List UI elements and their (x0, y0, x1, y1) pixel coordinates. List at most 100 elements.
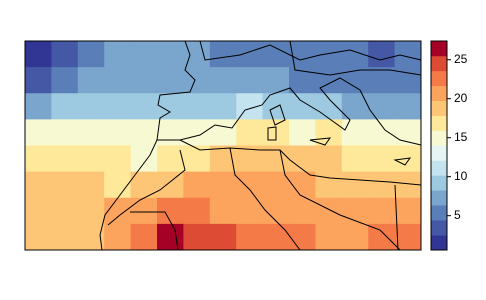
cell (341, 41, 369, 68)
cell (157, 171, 184, 199)
border (289, 40, 422, 76)
cell (289, 171, 316, 199)
cell (104, 67, 132, 94)
colorbar-band (431, 145, 447, 161)
cell (157, 223, 184, 251)
cell (315, 223, 343, 251)
cell (77, 119, 105, 146)
cell (394, 93, 422, 120)
cell (209, 41, 237, 68)
tick-label: 5 (454, 208, 461, 222)
border (394, 184, 399, 251)
cell (104, 171, 132, 199)
colorbar-band (431, 55, 447, 72)
cell (289, 223, 316, 251)
border (199, 40, 422, 61)
cell (130, 93, 158, 120)
cell (25, 145, 52, 173)
coastline (99, 139, 158, 251)
border (279, 149, 401, 251)
island (309, 137, 332, 146)
coastline (179, 139, 422, 186)
island (269, 104, 286, 126)
cell (130, 145, 158, 173)
cell (209, 119, 237, 146)
cell (315, 119, 343, 146)
cell (341, 67, 369, 94)
cell (25, 223, 52, 251)
colorbar-band (431, 175, 447, 191)
cell (262, 145, 290, 173)
cell (130, 41, 158, 68)
cell (315, 145, 343, 173)
cell (157, 41, 184, 68)
cell (130, 197, 158, 225)
colorbar-band (431, 235, 447, 251)
cell (315, 197, 343, 225)
cell (25, 119, 52, 146)
island (267, 126, 277, 141)
tick-label: 25 (454, 52, 468, 66)
cell (183, 171, 211, 199)
colorbar-band (431, 70, 447, 87)
cell (104, 41, 132, 68)
coastline (156, 40, 422, 146)
colorbar-band (431, 205, 447, 221)
cell (51, 119, 79, 146)
cell (315, 41, 343, 68)
cell (183, 41, 211, 68)
cell (51, 67, 79, 94)
cell (77, 171, 105, 199)
raster (25, 41, 422, 251)
cell (209, 93, 237, 120)
cell (130, 119, 158, 146)
cell (25, 67, 52, 94)
colorbar-band (431, 220, 447, 236)
cell (157, 67, 184, 94)
cell (394, 197, 422, 225)
cell (394, 41, 422, 68)
cell (157, 197, 184, 225)
cell (209, 171, 237, 199)
cell (394, 145, 422, 173)
cell (368, 223, 396, 251)
cell (289, 197, 316, 225)
cell (209, 223, 237, 251)
cell (51, 93, 79, 120)
colorbar-band (431, 160, 447, 176)
cell (104, 145, 132, 173)
cell (77, 41, 105, 68)
cell (130, 223, 158, 251)
border (130, 211, 179, 251)
cell (25, 197, 52, 225)
cell (104, 223, 132, 251)
cell (209, 67, 237, 94)
cell (262, 171, 290, 199)
cell (289, 145, 316, 173)
cell (104, 197, 132, 225)
cell (209, 197, 237, 225)
island (393, 157, 412, 166)
cell (104, 119, 132, 146)
cell (51, 41, 79, 68)
cell (157, 145, 184, 173)
cell (368, 119, 396, 146)
border (107, 149, 186, 226)
map-frame (24, 40, 422, 251)
cell (236, 67, 264, 94)
colorbar-frame (430, 40, 448, 251)
cell (315, 171, 343, 199)
colorbar-band (431, 41, 447, 57)
border (229, 147, 301, 251)
colorbar-band (431, 190, 447, 206)
cell (236, 223, 264, 251)
cell (236, 41, 264, 68)
cell (77, 67, 105, 94)
cell (25, 171, 52, 199)
cell (368, 145, 396, 173)
cell (368, 93, 396, 120)
cell (262, 41, 290, 68)
cell (183, 93, 211, 120)
cell (77, 197, 105, 225)
